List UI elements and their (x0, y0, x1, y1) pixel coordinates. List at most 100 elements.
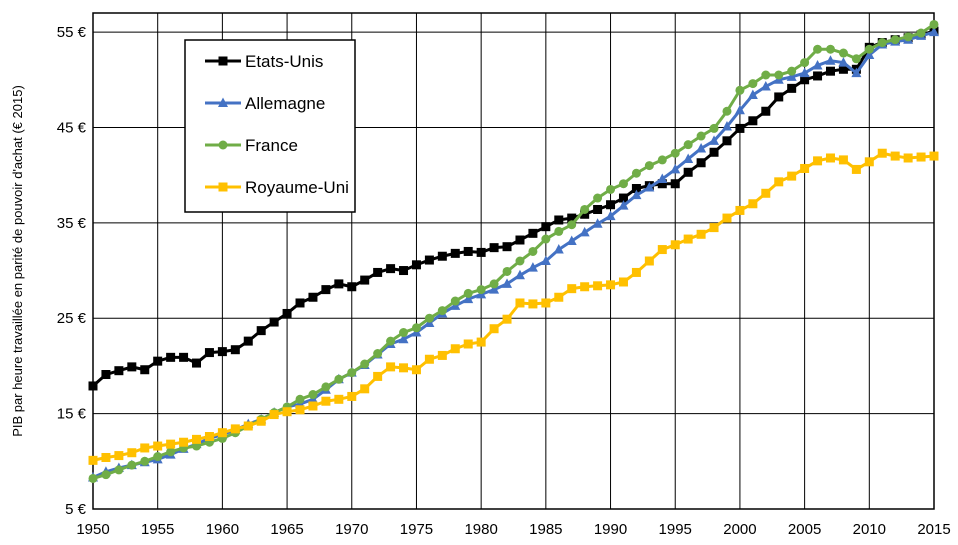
data-point-royaume-uni (774, 177, 784, 187)
data-point-royaume-uni (204, 432, 214, 442)
data-point-allemagne (540, 255, 551, 265)
data-point-royaume-uni (864, 157, 874, 167)
data-point-allemagne (670, 163, 681, 174)
data-point-royaume-uni (890, 151, 900, 161)
data-point-france (489, 279, 499, 289)
data-point-france (877, 38, 887, 48)
x-tick-label: 2015 (917, 521, 950, 538)
data-point-allemagne (747, 89, 758, 100)
data-point-royaume-uni (386, 362, 396, 372)
data-point-royaume-uni (541, 298, 551, 308)
data-point-france (502, 266, 512, 276)
data-point-france (606, 184, 616, 194)
data-point-france (541, 234, 551, 244)
data-point-etats-unis (502, 242, 512, 252)
data-point-allemagne (579, 226, 590, 237)
data-point-france (360, 359, 370, 369)
data-point-etats-unis (709, 147, 719, 157)
data-point-france (825, 44, 835, 54)
data-point-royaume-uni (411, 365, 421, 375)
data-point-france (567, 220, 577, 230)
legend-item-france: France (205, 136, 298, 155)
data-point-royaume-uni (437, 350, 447, 360)
data-point-royaume-uni (360, 384, 370, 394)
data-point-france (709, 123, 719, 133)
data-point-france (593, 193, 603, 203)
data-point-royaume-uni (424, 354, 434, 364)
data-point-france (476, 285, 486, 295)
y-tick-label: 55 € (57, 24, 87, 41)
data-point-royaume-uni (282, 407, 292, 417)
data-point-etats-unis (554, 215, 564, 225)
x-tick-label: 1950 (76, 521, 109, 538)
data-point-etats-unis (399, 266, 409, 276)
legend-item-allemagne: Allemagne (205, 94, 325, 113)
data-point-allemagne (696, 142, 707, 153)
data-point-royaume-uni (916, 152, 926, 162)
data-point-royaume-uni (373, 371, 383, 381)
data-point-royaume-uni (567, 284, 577, 294)
legend-box (184, 39, 356, 213)
data-point-etats-unis (243, 336, 253, 346)
data-point-etats-unis (683, 167, 693, 177)
data-point-royaume-uni (463, 339, 473, 349)
data-point-etats-unis (567, 213, 577, 223)
data-point-royaume-uni (88, 455, 98, 465)
data-point-allemagne (734, 104, 745, 115)
tick-labels: 1950 1955 1960 1965 1970 1975 1980 1985 1990 1995… (57, 24, 951, 538)
data-point-etats-unis (360, 275, 370, 285)
data-point-france (644, 161, 654, 171)
data-point-royaume-uni (192, 434, 202, 444)
data-point-etats-unis (179, 352, 189, 362)
data-point-france (683, 140, 693, 150)
y-tick-label: 15 € (57, 406, 87, 423)
data-point-royaume-uni (243, 421, 253, 431)
data-point-royaume-uni (217, 428, 227, 438)
data-point-france (140, 456, 150, 466)
data-point-royaume-uni (787, 171, 797, 181)
data-point-france (554, 226, 564, 236)
data-point-france (735, 85, 745, 95)
data-point-royaume-uni (476, 337, 486, 347)
data-point-etats-unis (192, 358, 202, 368)
legend-swatch-marker (218, 97, 228, 107)
data-point-france (800, 58, 810, 68)
data-point-royaume-uni (179, 437, 189, 447)
x-tick-label: 1965 (270, 521, 303, 538)
data-point-etats-unis (230, 345, 240, 355)
data-point-royaume-uni (877, 148, 887, 158)
x-tick-label: 1990 (594, 521, 627, 538)
data-point-allemagne (618, 200, 629, 210)
data-point-france (813, 44, 823, 54)
data-point-france (114, 465, 124, 475)
data-point-royaume-uni (838, 155, 848, 165)
data-point-france (127, 460, 137, 470)
data-point-royaume-uni (166, 439, 176, 449)
data-point-france (153, 452, 163, 462)
data-point-france (774, 70, 784, 80)
data-point-etats-unis (670, 179, 680, 189)
x-tick-label: 1970 (335, 521, 368, 538)
data-point-france (916, 28, 926, 38)
data-point-france (373, 349, 383, 359)
legend-swatch-marker (218, 140, 228, 150)
data-point-allemagne (851, 67, 862, 78)
legend-label: France (245, 136, 298, 155)
data-point-royaume-uni (761, 188, 771, 198)
data-point-allemagne (799, 67, 810, 78)
data-point-france (761, 70, 771, 80)
data-point-royaume-uni (631, 267, 641, 277)
data-point-france (903, 32, 913, 42)
data-point-etats-unis (153, 356, 163, 366)
x-tick-label: 1960 (206, 521, 239, 538)
data-point-france (450, 296, 460, 306)
data-point-royaume-uni (618, 277, 628, 287)
data-point-etats-unis (774, 92, 784, 102)
data-point-royaume-uni (657, 245, 667, 255)
data-point-royaume-uni (256, 416, 266, 426)
data-point-etats-unis (114, 366, 124, 376)
data-point-france (696, 131, 706, 141)
data-point-etats-unis (722, 136, 732, 146)
data-point-france (437, 306, 447, 316)
